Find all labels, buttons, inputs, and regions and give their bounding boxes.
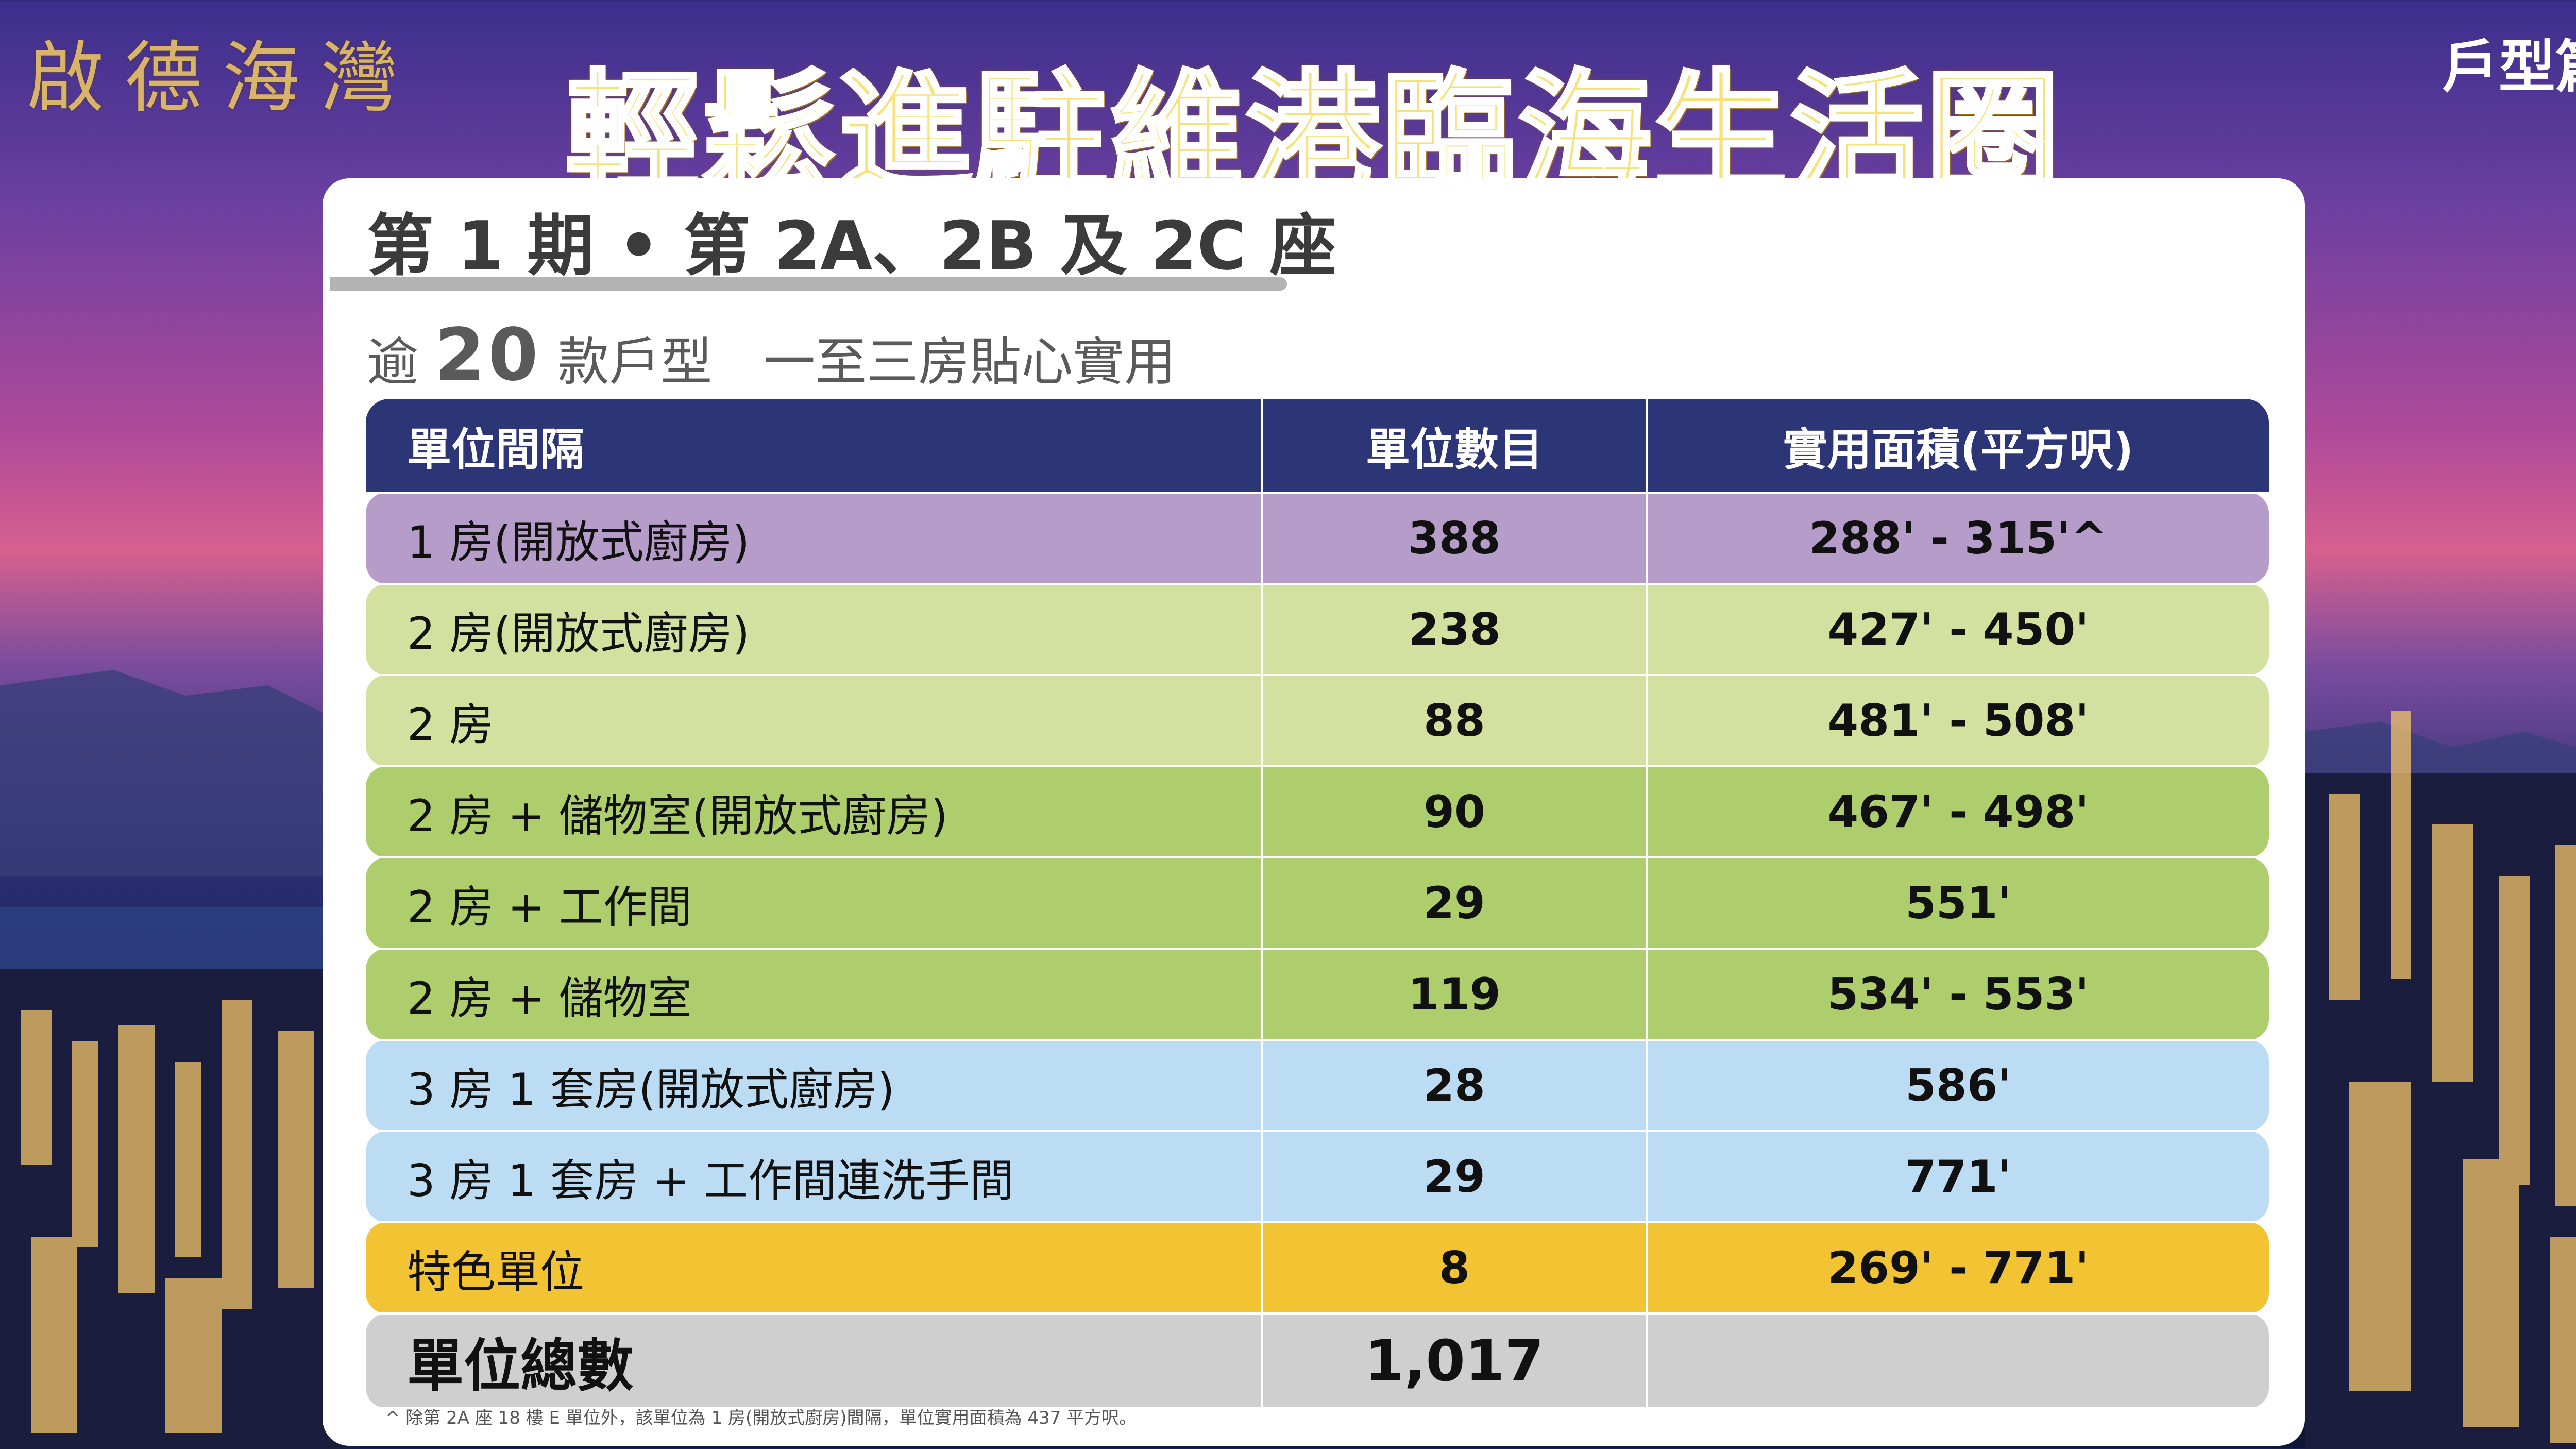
table-header-row: 單位間隔 單位數目 實用面積(平方呎) bbox=[366, 399, 2269, 494]
table-row: 特色單位 8 269' - 771' bbox=[366, 1222, 2269, 1315]
cell-count: 29 bbox=[1262, 857, 1648, 950]
section-underline bbox=[330, 277, 1287, 291]
cell-count: 238 bbox=[1262, 584, 1648, 676]
total-label: 單位總數 bbox=[366, 1313, 1263, 1409]
footnote: ^ 除第 2A 座 18 樓 E 單位外，該單位為 1 房(開放式廚房)間隔，單… bbox=[385, 1408, 1137, 1428]
building-lights-left bbox=[21, 1000, 314, 1433]
cell-count: 90 bbox=[1262, 766, 1648, 858]
header-count: 單位數目 bbox=[1262, 399, 1648, 494]
section-title: 第 1 期 • 第 2A、2B 及 2C 座 bbox=[367, 207, 1337, 285]
cell-area: 771' bbox=[1647, 1131, 2269, 1223]
table-row: 2 房 + 儲物室 119 534' - 553' bbox=[366, 949, 2269, 1041]
cell-area: 534' - 553' bbox=[1647, 949, 2269, 1041]
cell-layout: 特色單位 bbox=[366, 1222, 1263, 1315]
cell-layout: 1 房(開放式廚房) bbox=[366, 493, 1263, 585]
cell-area: 586' bbox=[1647, 1040, 2269, 1132]
cell-layout: 2 房(開放式廚房) bbox=[366, 584, 1263, 676]
cell-count: 119 bbox=[1262, 949, 1648, 1041]
cell-layout: 2 房 bbox=[366, 675, 1263, 767]
unit-mix-card: 第 1 期 • 第 2A、2B 及 2C 座 逾 20 款戶型 一至三房貼心實用… bbox=[323, 178, 2305, 1446]
cell-layout: 2 房 + 工作間 bbox=[366, 857, 1263, 950]
cell-count: 388 bbox=[1262, 493, 1648, 585]
table-total-row: 單位總數 1,017 bbox=[366, 1313, 2269, 1409]
brand-logo: 啟德海灣 bbox=[27, 33, 419, 123]
cell-count: 28 bbox=[1262, 1040, 1648, 1132]
table-row: 2 房 88 481' - 508' bbox=[366, 675, 2269, 767]
cell-count: 29 bbox=[1262, 1131, 1648, 1223]
header-layout: 單位間隔 bbox=[366, 399, 1263, 494]
subtitle-suffix: 款戶型 一至三房貼心實用 bbox=[557, 332, 1176, 392]
subtitle: 逾 20 款戶型 一至三房貼心實用 bbox=[367, 313, 1176, 397]
cell-count: 88 bbox=[1262, 675, 1648, 767]
page-tag: 戶型篇 bbox=[2442, 34, 2576, 100]
cell-area: 269' - 771' bbox=[1647, 1222, 2269, 1315]
table-row: 3 房 1 套房(開放式廚房) 28 586' bbox=[366, 1040, 2269, 1132]
table-row: 2 房 + 工作間 29 551' bbox=[366, 857, 2269, 950]
cell-layout: 3 房 1 套房(開放式廚房) bbox=[366, 1040, 1263, 1132]
cell-area: 427' - 450' bbox=[1647, 584, 2269, 676]
cell-area: 551' bbox=[1647, 857, 2269, 950]
building-lights-right bbox=[2329, 711, 2576, 1443]
table-row: 2 房(開放式廚房) 238 427' - 450' bbox=[366, 584, 2269, 676]
cell-area: 481' - 508' bbox=[1647, 675, 2269, 767]
subtitle-prefix: 逾 bbox=[367, 332, 418, 392]
total-count: 1,017 bbox=[1262, 1313, 1648, 1409]
cell-area: 467' - 498' bbox=[1647, 766, 2269, 858]
cell-count: 8 bbox=[1262, 1222, 1648, 1315]
mountain-left bbox=[0, 670, 361, 876]
cell-layout: 3 房 1 套房 + 工作間連洗手間 bbox=[366, 1131, 1263, 1223]
unit-mix-table: 單位間隔 單位數目 實用面積(平方呎) 1 房(開放式廚房) 388 288' … bbox=[366, 399, 2269, 1409]
cell-layout: 2 房 + 儲物室(開放式廚房) bbox=[366, 766, 1263, 858]
cell-area: 288' - 315'^ bbox=[1647, 493, 2269, 585]
table-row: 2 房 + 儲物室(開放式廚房) 90 467' - 498' bbox=[366, 766, 2269, 858]
table-row: 3 房 1 套房 + 工作間連洗手間 29 771' bbox=[366, 1131, 2269, 1223]
header-area: 實用面積(平方呎) bbox=[1647, 399, 2269, 494]
subtitle-number: 20 bbox=[434, 313, 541, 397]
total-area-empty bbox=[1647, 1313, 2269, 1409]
cell-layout: 2 房 + 儲物室 bbox=[366, 949, 1263, 1041]
table-row: 1 房(開放式廚房) 388 288' - 315'^ bbox=[366, 493, 2269, 585]
